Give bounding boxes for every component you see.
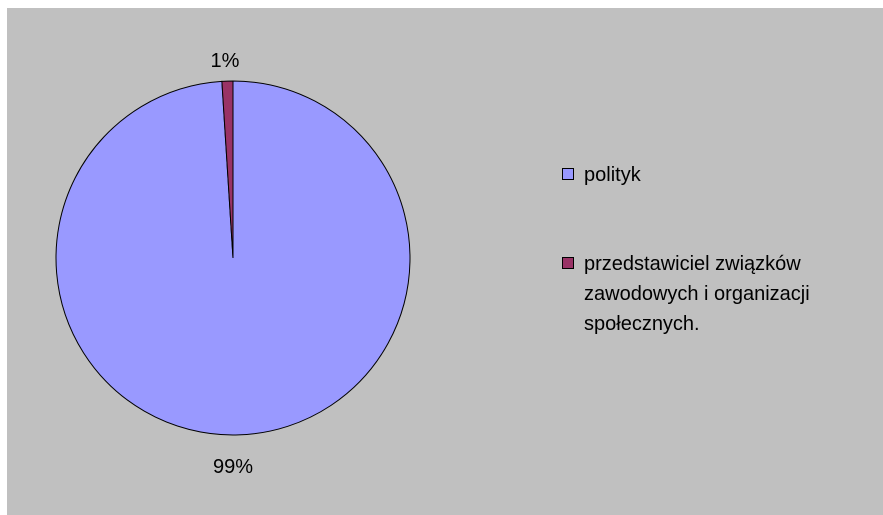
data-label-polityk: 99% bbox=[213, 456, 253, 478]
legend-label-przedstawiciel: przedstawiciel związków zawodowych i org… bbox=[584, 253, 810, 335]
legend-swatch-przedstawiciel bbox=[562, 257, 574, 269]
data-label-przedstawiciel: 1% bbox=[211, 50, 240, 72]
legend-swatch-polityk bbox=[562, 168, 574, 180]
pie-slice-przedstawiciel bbox=[221, 80, 234, 259]
chart-area: 99% 1% polityk przedstawiciel związków za… bbox=[7, 8, 883, 515]
legend-item-przedstawiciel: przedstawiciel związków zawodowych i org… bbox=[562, 249, 882, 339]
legend: polityk przedstawiciel związków zawodowy… bbox=[562, 160, 882, 339]
pie-chart: 99% 1% bbox=[55, 50, 411, 478]
pie-slice-polityk bbox=[55, 80, 411, 436]
legend-item-polityk: polityk bbox=[562, 160, 882, 190]
legend-label-polityk: polityk bbox=[584, 164, 641, 186]
